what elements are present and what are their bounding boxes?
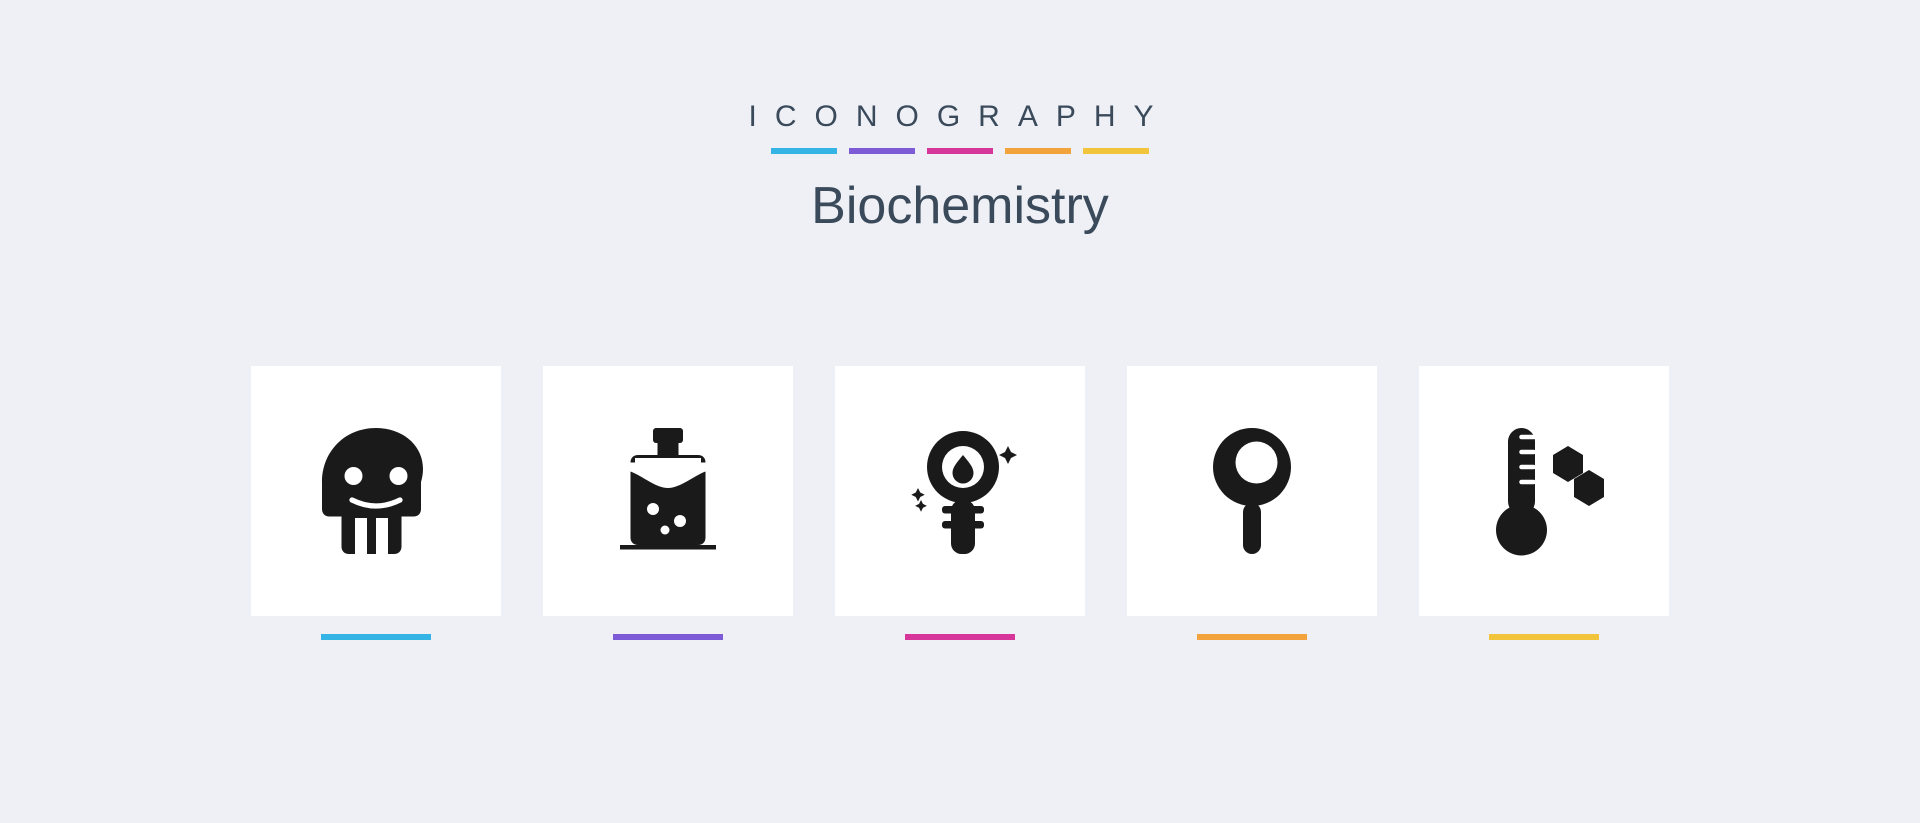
iconography-label: ICONOGRAPHY — [0, 100, 1920, 134]
header-stripes — [0, 148, 1920, 154]
drop-rattle-icon — [885, 416, 1035, 566]
magnifier-icon — [1177, 416, 1327, 566]
underline-1 — [613, 634, 723, 640]
tile-flask — [543, 366, 793, 616]
header: ICONOGRAPHY Biochemistry — [0, 0, 1920, 236]
flask-icon — [593, 416, 743, 566]
tile-skull — [251, 366, 501, 616]
stripe-2 — [927, 148, 993, 154]
stripe-0 — [771, 148, 837, 154]
subtitle: Biochemistry — [0, 176, 1920, 236]
skull-icon — [301, 416, 451, 566]
underline-2 — [905, 634, 1015, 640]
underline-0 — [321, 634, 431, 640]
card-drop-rattle — [835, 366, 1085, 640]
stripe-4 — [1083, 148, 1149, 154]
card-magnifier — [1127, 366, 1377, 640]
underline-3 — [1197, 634, 1307, 640]
card-flask — [543, 366, 793, 640]
card-skull — [251, 366, 501, 640]
tile-thermometer — [1419, 366, 1669, 616]
underline-4 — [1489, 634, 1599, 640]
icon-row — [0, 366, 1920, 640]
stripe-1 — [849, 148, 915, 154]
thermometer-hex-icon — [1469, 416, 1619, 566]
card-thermometer — [1419, 366, 1669, 640]
tile-magnifier — [1127, 366, 1377, 616]
stripe-3 — [1005, 148, 1071, 154]
tile-drop-rattle — [835, 366, 1085, 616]
